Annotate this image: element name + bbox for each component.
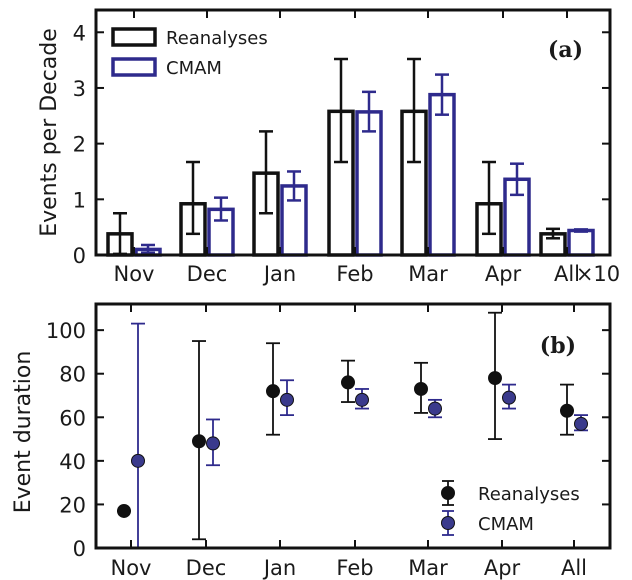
point-reanalyses-apr xyxy=(488,371,502,386)
x-tick-label-a-jan: Jan xyxy=(262,262,296,286)
legend-label-a-1: CMAM xyxy=(166,58,222,79)
point-cmam-apr xyxy=(502,390,516,405)
point-reanalyses-dec xyxy=(192,434,206,449)
legend-swatch-a-0 xyxy=(111,27,157,47)
y-tick-label-a: 2 xyxy=(73,133,86,157)
panel-b-frame xyxy=(94,302,612,550)
y-tick-label-a: 0 xyxy=(73,244,86,268)
x-tick-label-a-dec: Dec xyxy=(187,262,228,286)
x-tick-label-b-nov: Nov xyxy=(111,556,152,580)
bar-cmam-all xyxy=(567,228,595,257)
panel-b-scatter-chart: 0 20 40 60 80 100 Nov Dec Jan Feb Mar Apr All Event d… xyxy=(11,302,612,580)
y-tick-label-b: 80 xyxy=(59,363,86,387)
point-cmam-nov xyxy=(131,453,145,468)
legend-marker-b-0 xyxy=(441,486,455,500)
point-cmam-all xyxy=(574,416,588,431)
x-tick-label-a-nov: Nov xyxy=(114,262,155,286)
y-tick-label-b: 0 xyxy=(73,537,86,561)
legend-label-b-1: CMAM xyxy=(478,514,534,535)
legend-swatch-a-1 xyxy=(111,57,157,77)
y-tick-label-a: 4 xyxy=(73,21,86,45)
point-cmam-dec xyxy=(206,436,220,451)
legend-marker-b-1 xyxy=(441,516,455,530)
x-tick-label-a-apr: Apr xyxy=(485,262,522,286)
x-tick-label-b-mar: Mar xyxy=(408,556,448,580)
legend-label-a-0: Reanalyses xyxy=(166,28,268,49)
x-tick-label-b-apr: Apr xyxy=(484,556,521,580)
panel-label-a: (a) xyxy=(548,37,583,63)
x-tick-label-b-all: All xyxy=(561,556,587,580)
point-reanalyses-all xyxy=(560,403,574,418)
x-tick-label-b-jan: Jan xyxy=(262,556,296,580)
x-tick-label-b-dec: Dec xyxy=(186,556,227,580)
point-reanalyses-feb xyxy=(341,375,355,390)
point-cmam-feb xyxy=(355,392,369,407)
panel-label-b: (b) xyxy=(540,333,576,359)
y-tick-label-b: 40 xyxy=(59,450,86,474)
y-tick-label-a: 1 xyxy=(73,188,86,212)
point-reanalyses-nov xyxy=(117,503,131,518)
point-cmam-mar xyxy=(428,401,442,416)
y-axis-label-b: Event duration xyxy=(11,351,36,514)
y-axis-label-a: Events per Decade xyxy=(37,28,62,237)
bar-cmam-mar xyxy=(428,92,456,257)
bar-cmam-feb xyxy=(355,110,383,257)
y-tick-label-b: 100 xyxy=(46,319,86,343)
x-tick-annotation-times-ten: ×10 xyxy=(576,262,620,286)
y-tick-label-b: 20 xyxy=(59,493,86,517)
x-tick-label-a-feb: Feb xyxy=(336,262,373,286)
panel-a-bar-chart: 0 1 2 3 4 Nov Dec Jan Feb Mar Apr All×10 Events per … xyxy=(37,8,620,286)
x-tick-label-b-feb: Feb xyxy=(336,556,373,580)
panel-a-frame xyxy=(94,8,612,257)
point-reanalyses-jan xyxy=(266,384,280,399)
point-cmam-jan xyxy=(280,392,294,407)
x-tick-label-a-all: All xyxy=(554,262,580,286)
y-tick-label-b: 60 xyxy=(59,406,86,430)
x-tick-label-a-mar: Mar xyxy=(408,262,448,286)
point-reanalyses-mar xyxy=(414,381,428,396)
legend-label-b-0: Reanalyses xyxy=(478,484,580,505)
y-tick-label-a: 3 xyxy=(73,77,86,101)
